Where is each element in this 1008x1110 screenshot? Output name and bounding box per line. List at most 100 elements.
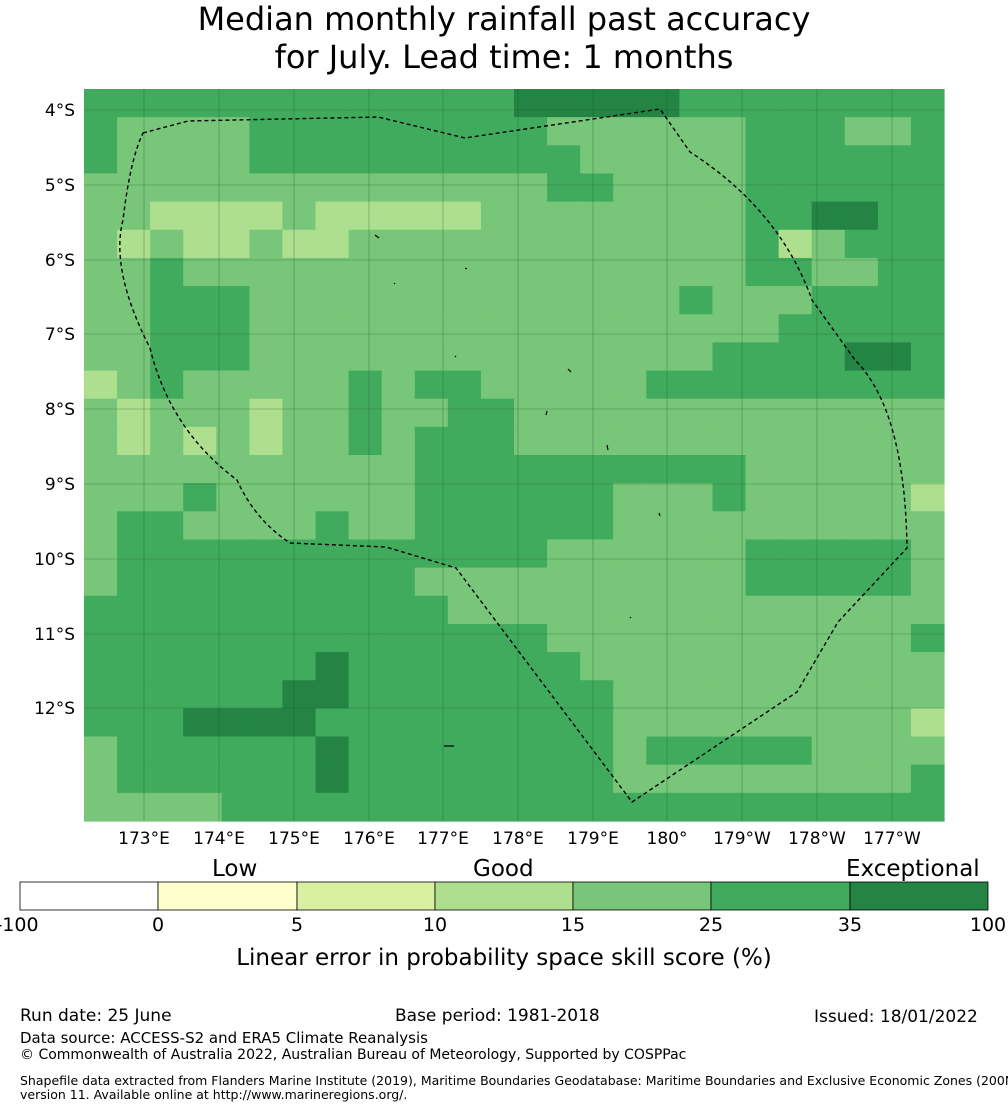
skill-cell [249, 201, 284, 231]
skill-cell [282, 680, 317, 709]
skill-cell [216, 145, 250, 175]
skill-cell [84, 792, 119, 822]
skill-cell [216, 595, 250, 625]
skill-cell [811, 539, 846, 569]
skill-cell [315, 483, 350, 512]
skill-cell [712, 595, 747, 625]
skill-cell [745, 539, 780, 569]
colorbar-tick: 35 [837, 914, 863, 936]
skill-cell [613, 483, 647, 512]
skill-cell [414, 201, 449, 231]
latitude-label: 6°S [45, 251, 75, 271]
skill-cell [282, 483, 317, 512]
skill-cell [117, 511, 151, 541]
eez-boundary [119, 108, 908, 803]
colorbar-tick: 5 [290, 914, 304, 936]
island-mark [545, 410, 548, 416]
skill-cell [150, 483, 184, 512]
skill-cell [447, 652, 482, 681]
skill-cell [547, 229, 581, 259]
skill-cell [646, 286, 680, 315]
colorbar-bin [157, 881, 298, 911]
skill-cell [414, 314, 449, 343]
skill-cell [381, 342, 416, 372]
skill-cell [811, 89, 846, 118]
skill-cell [249, 342, 284, 372]
skill-cell [315, 314, 350, 343]
skill-cell [183, 286, 217, 315]
skill-cell [414, 708, 449, 738]
skill-cell [646, 117, 680, 146]
skill-cell [84, 511, 118, 541]
skill-cell [600, 792, 635, 822]
skill-cell [249, 539, 284, 569]
skill-cell [447, 173, 482, 203]
skill-cell [249, 229, 284, 259]
skill-cell [745, 483, 780, 512]
skill-cell [381, 117, 416, 146]
skill-cell [183, 567, 217, 597]
skill-cell [249, 398, 284, 428]
skill-cell [447, 595, 482, 625]
skill-cell [668, 792, 704, 822]
skill-cell [117, 708, 151, 738]
skill-cell [150, 201, 184, 231]
skill-cell [348, 117, 383, 146]
skill-cell [844, 257, 879, 287]
skill-cell [249, 89, 284, 118]
copyright-notice: © Commonwealth of Australia 2022, Austra… [20, 1047, 687, 1063]
skill-cell [117, 229, 151, 259]
skill-cell [282, 539, 317, 569]
skill-cell [150, 680, 184, 709]
skill-cell [580, 257, 614, 287]
skill-cell [844, 89, 879, 118]
skill-cell [844, 286, 879, 315]
skill-cell [282, 145, 317, 175]
skill-cell [679, 229, 714, 259]
skill-cell [811, 286, 846, 315]
skill-cell [514, 342, 548, 372]
skill-cell [150, 652, 184, 681]
colorbar-bin [572, 881, 712, 911]
skill-cell [877, 652, 912, 681]
skill-cell [282, 173, 317, 203]
skill-cell [315, 426, 350, 456]
skill-cell [348, 286, 383, 315]
skill-cell [348, 257, 383, 287]
skill-cell [315, 286, 350, 315]
skill-cell [844, 455, 879, 484]
skill-cell [447, 567, 482, 597]
skill-cell [216, 455, 250, 484]
skill-cell [514, 173, 548, 203]
colorbar-tick: -100 [0, 914, 39, 936]
colorbar-tick: 100 [969, 914, 1007, 936]
skill-cell [646, 370, 680, 400]
skill-cell [877, 595, 912, 625]
skill-cell [712, 426, 747, 456]
skill-cell [547, 145, 581, 175]
skill-cell [877, 314, 912, 343]
skill-cell [580, 89, 614, 118]
skill-grid-cells [84, 89, 945, 822]
longitude-label: 178°E [492, 829, 544, 849]
skill-cell [745, 229, 780, 259]
skill-cell [514, 567, 548, 597]
skill-cell [514, 708, 548, 738]
skill-cell [414, 455, 449, 484]
skill-cell [414, 595, 449, 625]
skill-cell [480, 257, 515, 287]
skill-cell [877, 201, 912, 231]
skill-cell [778, 567, 813, 597]
skill-cell [150, 173, 184, 203]
skill-cell [514, 229, 548, 259]
skill-cell [778, 286, 813, 315]
skill-cell [613, 426, 647, 456]
skill-cell [679, 314, 714, 343]
skill-cell [183, 173, 217, 203]
skill-cell [447, 539, 482, 569]
skill-cell [249, 736, 284, 766]
skill-cell [216, 370, 250, 400]
skill-cell [514, 426, 548, 456]
skill-cell [877, 370, 912, 400]
skill-cell [315, 398, 350, 428]
